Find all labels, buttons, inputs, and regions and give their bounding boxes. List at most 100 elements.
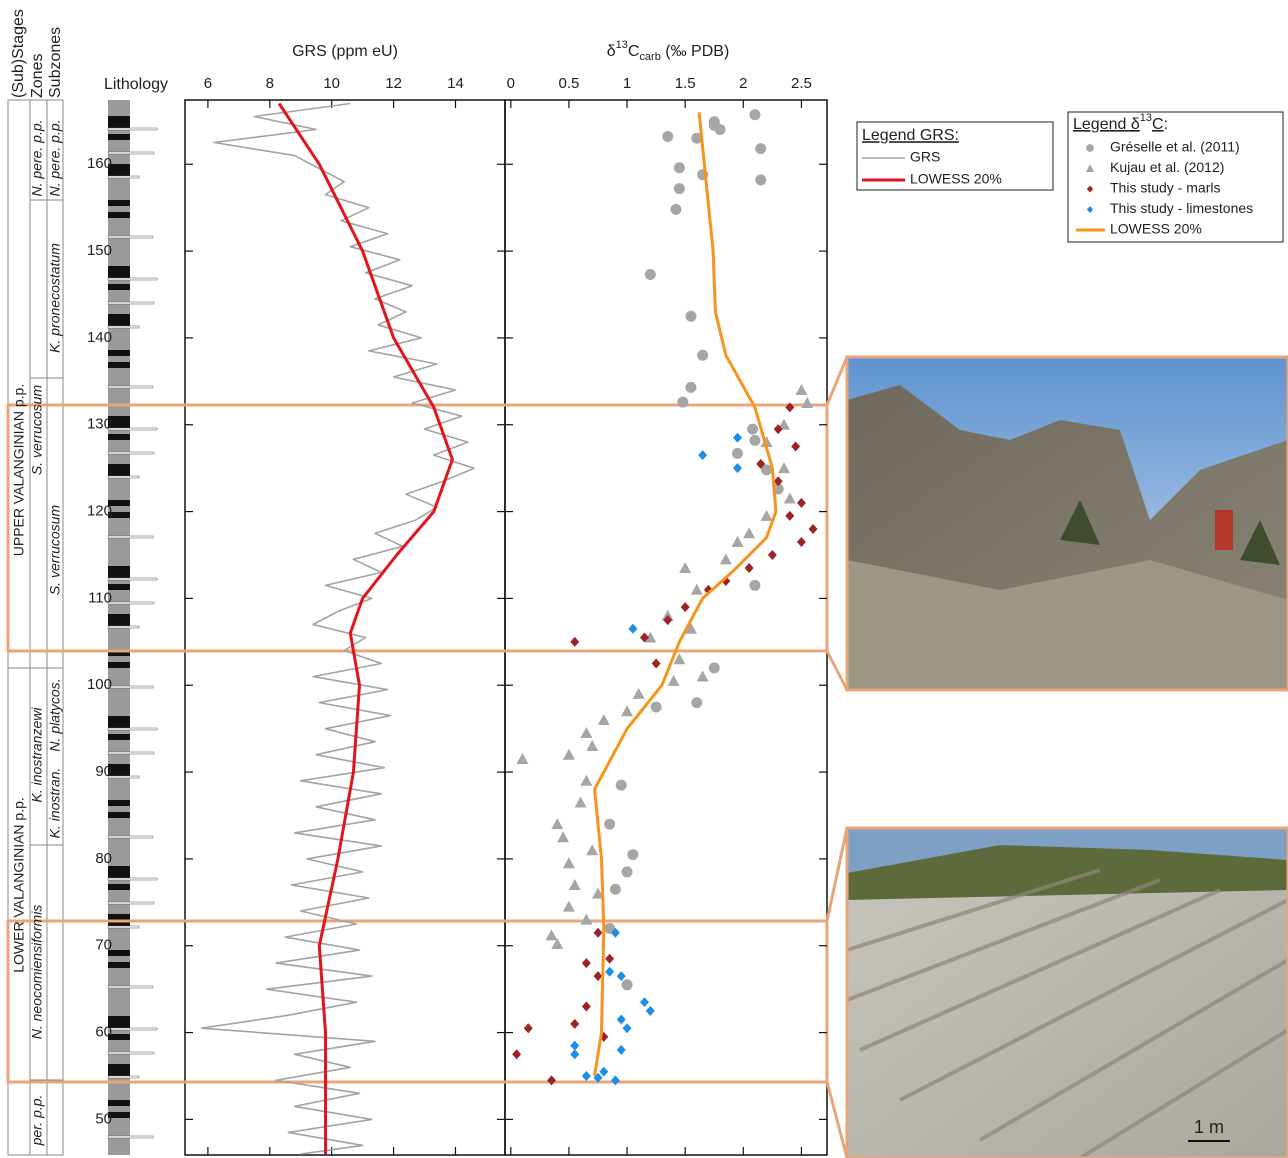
data-point (570, 1041, 579, 1051)
x-tick-label: 6 (204, 75, 212, 92)
data-point (715, 124, 726, 135)
photo-bottom: 1 m (847, 828, 1288, 1158)
lithology-bed (108, 836, 153, 838)
header-lithology: Lithology (104, 76, 168, 93)
data-point (697, 350, 708, 361)
lithology-bed (108, 962, 130, 968)
scale-label: 1 m (1194, 1117, 1224, 1137)
d13c-title: δ13Ccarb (‰ PDB) (607, 39, 730, 63)
lithology-bed (108, 776, 139, 778)
legend-label: LOWESS 20% (1110, 221, 1202, 237)
data-point (605, 954, 614, 964)
y-tick-label: 70 (95, 937, 112, 954)
stages-label: LOWER VALANGINIAN p.p. (11, 797, 27, 973)
data-point (563, 857, 575, 868)
data-point (570, 1019, 579, 1029)
data-point (652, 659, 661, 669)
legend-label: LOWESS 20% (910, 171, 1002, 187)
data-point (610, 884, 621, 895)
data-point (569, 879, 581, 890)
data-point (616, 780, 627, 791)
data-point (545, 929, 557, 940)
data-point (677, 397, 688, 408)
legend-label: Kujau et al. (2012) (1110, 159, 1224, 175)
data-point (733, 463, 742, 473)
y-tick-label: 60 (95, 1024, 112, 1041)
lithology-bed (108, 566, 130, 572)
lithology-bed (108, 578, 157, 580)
lithology-bed (108, 386, 153, 388)
data-point (621, 705, 633, 716)
lithology-bed (108, 602, 154, 604)
lithology-bed (108, 362, 130, 368)
y-tick-label: 150 (87, 242, 112, 259)
x-tick-label: 8 (266, 75, 274, 92)
lithology-bed (108, 812, 130, 818)
data-point (797, 498, 806, 508)
lowess-line (279, 104, 452, 1155)
lithology-column (108, 100, 157, 1155)
data-point (674, 183, 685, 194)
lithology-bed (108, 752, 154, 754)
subzones-label: S. verrucosum (47, 505, 63, 596)
lithology-bed (108, 236, 153, 238)
data-point (580, 914, 592, 925)
subzones-label: K. pronecostatum (47, 243, 63, 353)
x-tick-label: 2.5 (791, 75, 812, 92)
lithology-bed (108, 1028, 157, 1030)
lithology-bed (108, 452, 154, 454)
data-point (743, 527, 755, 538)
data-point (570, 1049, 579, 1059)
lithology-bed (108, 878, 157, 880)
lithology-bed (108, 278, 157, 280)
lithology-bed (108, 926, 139, 928)
data-point (651, 701, 662, 712)
data-point (622, 979, 633, 990)
lithology-bed (108, 128, 157, 130)
legend-swatch (1086, 144, 1094, 152)
data-point (761, 510, 773, 521)
lithology-bed (108, 1136, 153, 1138)
y-tick-label: 80 (95, 850, 112, 867)
data-point (512, 1049, 521, 1059)
y-tick-label: 110 (88, 589, 112, 606)
data-point (627, 849, 638, 860)
subzones-label: N. platycos. (47, 678, 63, 751)
header-subzones: Subzones (47, 27, 64, 98)
data-point (582, 1071, 591, 1081)
data-point (795, 384, 807, 395)
lithology-bed (108, 272, 130, 278)
data-point (582, 1002, 591, 1012)
lithology-bed (108, 350, 130, 356)
lithology-bed (108, 152, 154, 154)
grs-title: GRS (ppm eU) (292, 43, 398, 60)
lithology-bed (108, 284, 130, 290)
stages-label: UPPER VALANGINIAN p.p. (11, 384, 27, 556)
data-point (622, 866, 633, 877)
data-point (674, 162, 685, 173)
legend-label: GRS (910, 149, 940, 165)
lithology-bed (108, 872, 130, 878)
data-line (202, 104, 474, 1155)
legend-label: This study - limestones (1110, 200, 1253, 216)
lithology-bed (108, 686, 153, 688)
data-point (662, 131, 673, 142)
data-point (582, 958, 591, 968)
data-point (563, 749, 575, 760)
data-point (797, 537, 806, 547)
data-point (791, 441, 800, 451)
lithology-bed (108, 722, 130, 728)
lithology-bed (108, 1070, 130, 1076)
data-point (605, 967, 614, 977)
legend-label: This study - marls (1110, 180, 1220, 196)
data-point (586, 844, 598, 855)
data-point (516, 753, 528, 764)
lithology-bed (108, 326, 139, 328)
lithology-bed (108, 866, 130, 872)
lithology-bed (108, 302, 154, 304)
data-point (755, 143, 766, 154)
lithology-bed (108, 734, 130, 740)
lithology-bed (108, 620, 130, 626)
lithology-bed (108, 884, 130, 890)
data-point (809, 524, 818, 534)
